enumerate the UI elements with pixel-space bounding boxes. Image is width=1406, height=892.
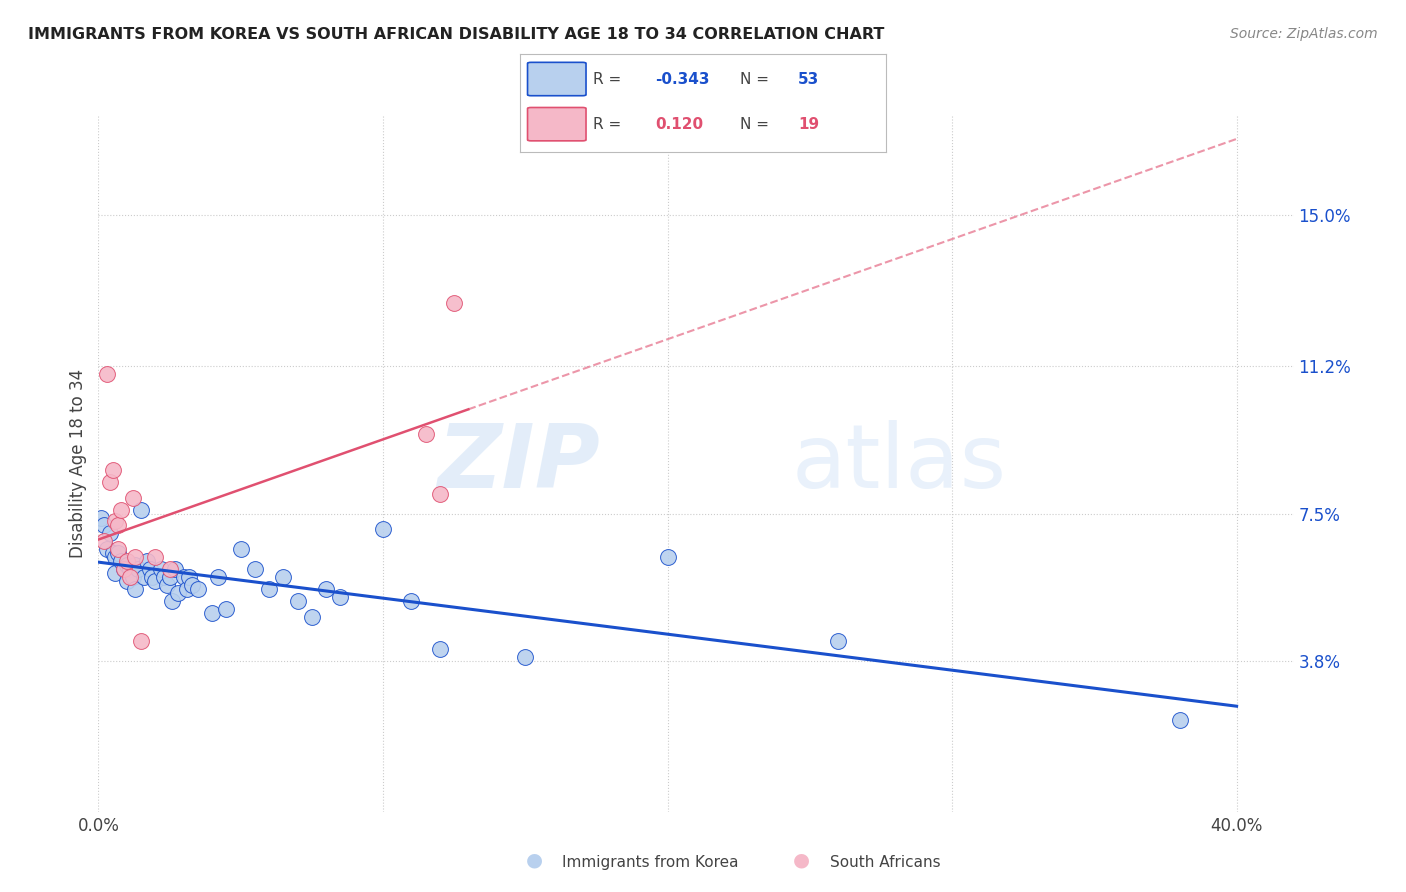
Point [104,566,127,581]
Point [179,570,201,584]
Point [110,502,132,516]
Point [96,542,118,557]
Point [93,534,115,549]
Point [124,558,146,573]
Point [1168,713,1191,727]
Point [215,602,238,616]
Point [107,546,129,560]
Point [207,570,229,584]
Point [141,570,163,584]
Point [104,515,127,529]
Point [371,523,394,537]
Point [143,574,166,588]
Point [112,562,135,576]
Text: R =: R = [593,71,627,87]
Point [167,586,190,600]
Point [176,582,198,596]
Point [135,554,157,568]
Point [121,570,143,584]
Point [159,570,181,584]
Point [132,570,155,584]
Point [150,562,173,576]
Point [301,610,323,624]
Point [329,590,352,604]
Point [201,606,224,620]
Point [657,550,679,565]
Point [115,558,138,573]
Point [129,633,152,648]
Point [273,570,295,584]
Point [138,562,160,576]
Text: N =: N = [740,117,773,132]
Point [127,562,149,576]
Point [129,502,152,516]
Text: atlas: atlas [792,420,1007,508]
Point [153,570,176,584]
Text: 53: 53 [799,71,820,87]
Point [257,582,280,596]
Point [101,463,124,477]
Point [827,633,849,648]
Point [229,542,252,557]
Point [124,582,146,596]
Point [515,649,537,664]
Point [401,594,423,608]
FancyBboxPatch shape [527,62,586,95]
Text: Immigrants from Korea: Immigrants from Korea [562,855,740,870]
Point [107,542,129,557]
Point [187,582,209,596]
Text: R =: R = [593,117,631,132]
Text: N =: N = [740,71,773,87]
Point [415,427,437,442]
Point [165,562,187,576]
Point [101,546,124,560]
Text: 0.120: 0.120 [655,117,703,132]
Text: -0.343: -0.343 [655,71,710,87]
Point [104,550,127,565]
Point [429,641,451,656]
Text: ●: ● [793,851,810,870]
Point [181,578,204,592]
Point [243,562,266,576]
Point [315,582,337,596]
Point [90,510,112,524]
Text: 19: 19 [799,117,820,132]
Point [287,594,309,608]
Y-axis label: Disability Age 18 to 34: Disability Age 18 to 34 [69,369,87,558]
Point [118,570,141,584]
Point [156,578,179,592]
Point [143,550,166,565]
Text: ●: ● [526,851,543,870]
Point [162,594,184,608]
Point [118,562,141,576]
Text: IMMIGRANTS FROM KOREA VS SOUTH AFRICAN DISABILITY AGE 18 TO 34 CORRELATION CHART: IMMIGRANTS FROM KOREA VS SOUTH AFRICAN D… [28,27,884,42]
Point [93,518,115,533]
Point [159,562,181,576]
Text: Source: ZipAtlas.com: Source: ZipAtlas.com [1230,27,1378,41]
Point [115,554,138,568]
Point [115,574,138,588]
Point [110,554,132,568]
Point [443,295,465,310]
Point [124,550,146,565]
FancyBboxPatch shape [527,108,586,141]
Point [173,570,195,584]
Text: South Africans: South Africans [830,855,941,870]
Point [98,526,121,541]
Point [107,518,129,533]
Text: ZIP: ZIP [437,420,600,508]
Point [429,486,451,500]
Point [112,562,135,576]
Point [98,475,121,489]
Point [121,491,143,505]
Point [96,368,118,382]
